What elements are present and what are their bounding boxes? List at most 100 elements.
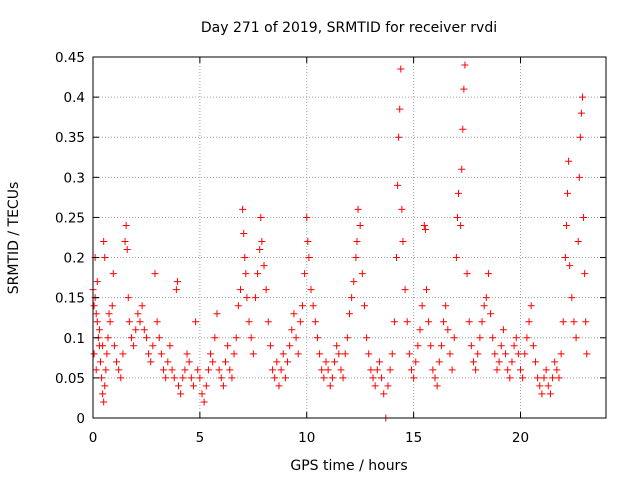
data-point — [540, 374, 548, 382]
data-point — [100, 238, 108, 246]
data-point — [378, 374, 386, 382]
data-point — [388, 350, 396, 358]
data-point — [401, 286, 409, 294]
data-point — [542, 366, 550, 374]
data-point — [92, 366, 100, 374]
data-point — [162, 374, 170, 382]
data-point — [581, 270, 589, 278]
data-point — [145, 350, 153, 358]
data-point — [356, 221, 364, 229]
data-point — [463, 270, 471, 278]
data-point — [574, 238, 582, 246]
data-point — [200, 398, 208, 406]
data-point — [318, 366, 326, 374]
data-point — [284, 358, 292, 366]
data-point — [99, 342, 107, 350]
data-point — [254, 270, 262, 278]
data-point — [198, 390, 206, 398]
data-point — [256, 246, 264, 254]
data-point — [187, 374, 195, 382]
data-point — [418, 302, 426, 310]
data-point — [452, 254, 460, 262]
data-point — [412, 358, 420, 366]
data-point — [122, 221, 130, 229]
data-point — [529, 342, 537, 350]
data-point — [350, 278, 358, 286]
data-point — [478, 318, 486, 326]
data-point — [226, 366, 234, 374]
data-point — [324, 366, 332, 374]
data-point — [262, 286, 270, 294]
data-point — [121, 238, 129, 246]
x-tick-labels: 0 5 10 15 20 — [89, 430, 529, 446]
data-point — [433, 382, 441, 390]
data-point — [405, 350, 413, 358]
data-point — [482, 294, 490, 302]
data-point — [251, 294, 259, 302]
data-point — [115, 366, 123, 374]
data-point — [422, 286, 430, 294]
data-point — [269, 366, 277, 374]
data-point — [264, 318, 272, 326]
data-point — [416, 326, 424, 334]
data-point — [95, 326, 103, 334]
data-point — [497, 342, 505, 350]
x-axis-label: GPS time / hours — [290, 458, 407, 474]
data-point — [504, 366, 512, 374]
data-point — [142, 334, 150, 342]
data-point — [240, 229, 248, 237]
data-point — [266, 342, 274, 350]
data-point — [363, 334, 371, 342]
y-tick-label: 0.4 — [64, 90, 85, 106]
data-point — [100, 398, 108, 406]
data-point — [578, 93, 586, 101]
data-point — [429, 366, 437, 374]
data-point — [320, 374, 328, 382]
data-point — [155, 334, 163, 342]
data-point — [304, 238, 312, 246]
data-point — [467, 342, 475, 350]
data-point — [565, 157, 573, 165]
data-point — [407, 366, 415, 374]
data-point — [549, 374, 557, 382]
data-point — [435, 358, 443, 366]
data-point — [241, 254, 249, 262]
data-point — [487, 310, 495, 318]
data-point — [365, 350, 373, 358]
data-point — [101, 254, 109, 262]
data-point — [384, 382, 392, 390]
data-point — [514, 350, 522, 358]
data-point — [307, 286, 315, 294]
y-tick-label: 0.45 — [55, 50, 85, 66]
plot-frame — [92, 56, 607, 419]
data-point — [373, 366, 381, 374]
data-point — [474, 350, 482, 358]
data-point — [343, 334, 351, 342]
axis-ticks — [92, 56, 606, 419]
x-tick-label: 20 — [512, 430, 529, 446]
data-point — [495, 358, 503, 366]
data-point — [457, 221, 465, 229]
data-point — [353, 238, 361, 246]
data-point — [337, 366, 345, 374]
data-point — [502, 350, 510, 358]
data-point — [582, 318, 590, 326]
data-point — [132, 326, 140, 334]
data-point — [232, 334, 240, 342]
data-point — [570, 318, 578, 326]
data-point — [234, 302, 242, 310]
data-point — [113, 358, 121, 366]
data-point — [489, 334, 497, 342]
y-tick-label: 0 — [76, 411, 85, 427]
data-point — [348, 294, 356, 302]
data-point — [260, 262, 268, 270]
data-point — [290, 310, 298, 318]
data-point — [258, 238, 266, 246]
data-point — [311, 318, 319, 326]
data-point — [170, 374, 178, 382]
y-tick-label: 0.05 — [55, 371, 85, 387]
data-point — [275, 382, 283, 390]
y-axis-label: SRMTID / TECUs — [6, 182, 22, 295]
x-tick-label: 5 — [196, 430, 205, 446]
data-point — [109, 270, 117, 278]
